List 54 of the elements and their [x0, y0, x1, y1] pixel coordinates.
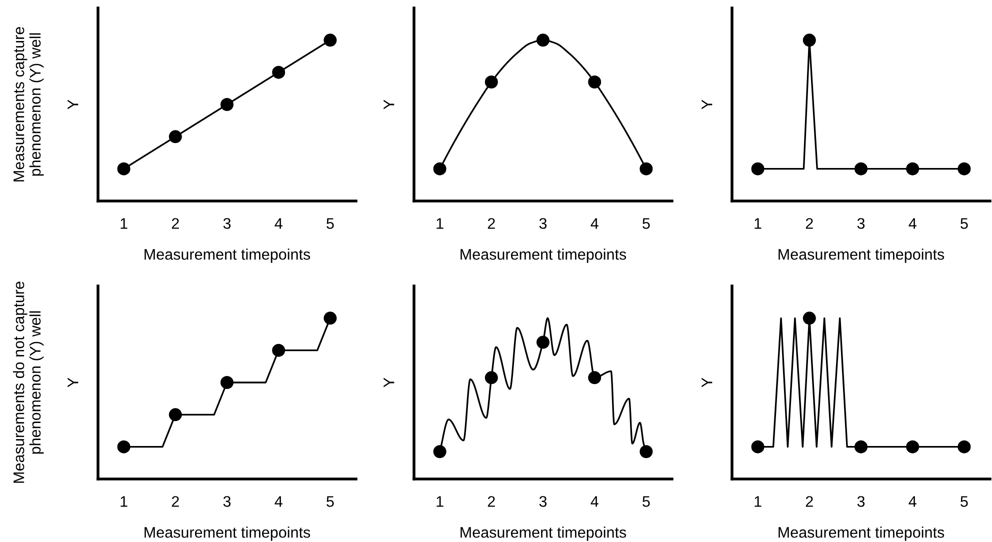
x-tick-label: 1 — [754, 218, 762, 229]
x-tick-label: 4 — [274, 218, 282, 229]
x-tick-label: 4 — [274, 496, 282, 507]
y-axis-title: Y — [702, 378, 712, 388]
x-tick-label: 2 — [806, 496, 813, 507]
x-tick-label: 1 — [754, 496, 762, 507]
point — [220, 98, 234, 112]
point — [324, 34, 337, 47]
x-axis-title: Measurement timepoints — [460, 526, 626, 541]
x-tick-label: 3 — [857, 496, 865, 507]
x-tick-label: 1 — [436, 218, 444, 229]
y-axis-title: Y — [384, 378, 394, 388]
point — [272, 66, 286, 79]
x-axis-title: Measurement timepoints — [144, 248, 310, 263]
x-tick-label: 2 — [488, 218, 495, 229]
x-tick-label: 5 — [642, 218, 650, 229]
x-tick-label: 4 — [908, 496, 916, 507]
y-axis-title: Y — [702, 100, 712, 110]
y-axis-title: Y — [68, 100, 78, 110]
text: Measurements capture phenomenon (Y) well — [14, 27, 44, 182]
x-tick-label: 3 — [223, 218, 231, 229]
point — [117, 162, 130, 176]
point — [220, 376, 234, 390]
x-tick-label: 4 — [590, 218, 598, 229]
y-axis-title: Y — [68, 378, 78, 388]
x-tick-label: 2 — [806, 218, 813, 229]
x-tick-label: 3 — [539, 496, 547, 507]
point — [324, 312, 337, 325]
x-tick-label: 2 — [172, 218, 179, 229]
x-tick-label: 1 — [120, 496, 128, 507]
x-tick-label: 5 — [960, 496, 968, 507]
x-axis-title: Measurement timepoints — [144, 526, 310, 541]
text: Measurements do not capture phenomenon (Y) well — [12, 282, 44, 483]
point — [117, 440, 130, 454]
x-axis-title: Measurement timepoints — [778, 526, 944, 541]
x-tick-label: 5 — [326, 496, 334, 507]
x-tick-label: 5 — [326, 218, 334, 229]
x-tick-label: 5 — [960, 218, 968, 229]
x-tick-label: 4 — [590, 496, 598, 507]
x-tick-label: 2 — [172, 496, 179, 507]
x-axis-title: Measurement timepoints — [460, 248, 626, 263]
x-tick-label: 5 — [642, 496, 650, 507]
x-tick-label: 1 — [436, 496, 444, 507]
point — [272, 344, 286, 357]
y-axis-title: Y — [384, 100, 394, 110]
x-tick-label: 3 — [857, 218, 865, 229]
x-tick-label: 2 — [488, 496, 495, 507]
x-tick-label: 3 — [539, 218, 547, 229]
x-tick-label: 4 — [908, 218, 916, 229]
x-axis-title: Measurement timepoints — [778, 248, 944, 263]
point — [168, 408, 182, 422]
x-tick-label: 3 — [223, 496, 231, 507]
point — [168, 130, 182, 144]
x-tick-label: 1 — [120, 218, 128, 229]
